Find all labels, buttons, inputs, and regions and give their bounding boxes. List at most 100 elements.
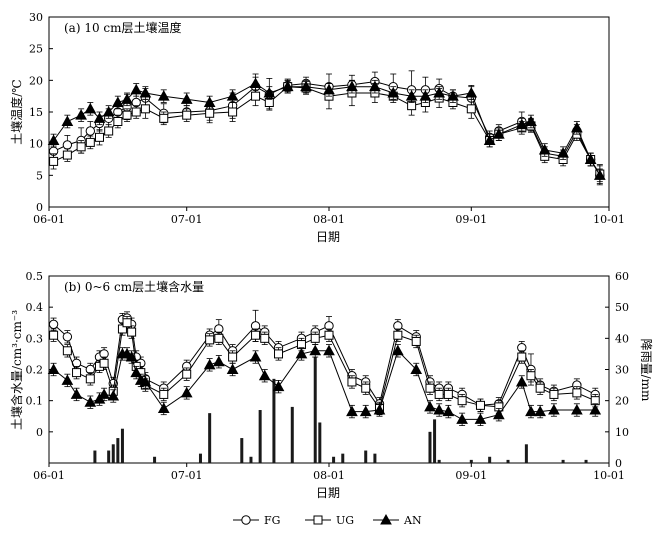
legend-item-fg: FG: [233, 514, 280, 527]
panel-b-point-ug: [99, 358, 109, 368]
panel-b-ytick-label: 0.4: [26, 301, 44, 314]
panel-a-point-an: [538, 143, 551, 155]
panel-a-point-an: [492, 128, 505, 139]
panel-a-point-an: [249, 77, 262, 88]
panel-a-xtick-label: 10-01: [593, 213, 625, 226]
panel-b-point-ug: [228, 352, 238, 362]
panel-b-point-ug: [425, 383, 435, 393]
panel-b-point-an: [125, 351, 138, 362]
panel-b-y2label: 降雨量/mm: [639, 339, 653, 402]
panel-b-ytick-label: 0.5: [26, 270, 44, 283]
panel-b-point-an: [548, 403, 560, 415]
panel-b-point-ug: [251, 330, 261, 340]
panel-b-rain-bar: [153, 456, 157, 463]
panel-a-point-an: [483, 134, 496, 145]
panel-b-y2tick-label: 60: [615, 270, 629, 283]
panel-b-point-an: [474, 413, 487, 424]
panel-b-point-ug: [310, 333, 320, 343]
panel-b-rain-bar: [249, 456, 253, 463]
panel-a-point-an: [75, 109, 87, 120]
panel-b-point-an: [84, 396, 97, 407]
panel-a-point-fg: [62, 140, 73, 150]
panel-b-ytick-label: 0.3: [26, 332, 44, 345]
panel-a-point-ug: [140, 104, 150, 114]
panel-a-point-ug: [159, 113, 169, 123]
panel-a-point-an: [112, 96, 124, 107]
panel-a-point-an: [203, 96, 216, 107]
panel-b-point-an: [515, 375, 528, 387]
panel-b-ylabel: 土壤含水量/cm³·cm⁻³: [9, 310, 24, 430]
panel-b-xlabel: 日期: [316, 486, 340, 500]
panel-b-point-an: [346, 405, 358, 417]
panel-b-rain-bar: [506, 459, 510, 463]
panel-b-point-ug: [443, 389, 453, 399]
panel-a-point-ug: [104, 126, 114, 136]
panel-a-ylabel: 土壤温度/℃: [9, 79, 24, 144]
panel-a-series-an: [47, 76, 606, 183]
panel-b-y2tick-label: 50: [615, 301, 629, 314]
panel-b-point-an: [272, 380, 285, 392]
panel-b-rain-bar: [107, 450, 111, 463]
panel-b-point-ug: [49, 330, 59, 340]
panel-a-point-ug: [251, 91, 261, 101]
panel-a-point-ug: [228, 107, 238, 117]
legend-marker-fg: [241, 515, 251, 525]
legend-label-an: AN: [403, 514, 422, 527]
panel-b-rain-bar: [373, 453, 377, 463]
legend-item-ug: UG: [305, 514, 354, 527]
panel-b-point-an: [107, 389, 120, 401]
panel-a-point-an: [226, 90, 239, 101]
panel-b-point-an: [442, 405, 455, 417]
panel-a-point-ug: [113, 117, 123, 126]
panel-a-point-an: [139, 86, 152, 98]
panel-b-point-ug: [260, 333, 270, 343]
panel-b-point-an: [180, 386, 193, 398]
panel-b-point-ug: [475, 400, 485, 410]
panel-a-point-an: [47, 134, 60, 145]
panel-b-point-ug: [117, 324, 127, 334]
panel-a-point-an: [433, 86, 446, 98]
panel-a-point-ug: [122, 110, 132, 120]
panel-b-rain-bar: [332, 456, 336, 463]
panel-b-point-an: [130, 366, 143, 378]
panel-b-point-ug: [85, 374, 95, 384]
panel-a-point-an: [447, 90, 459, 101]
panel-a-point-an: [346, 80, 358, 92]
panel-b-ytick-label: 0: [36, 426, 43, 439]
panel-b-rain-bar: [93, 450, 97, 463]
panel-a-ytick-label: 0: [36, 201, 43, 214]
panel-b-point-ug: [457, 396, 467, 406]
panel-a-point-an: [102, 105, 115, 117]
panel-a-ytick-label: 20: [29, 74, 43, 87]
panel-a-point-an: [61, 115, 74, 126]
panel-b-rain-bar: [433, 419, 437, 463]
panel-b-point-fg: [48, 319, 59, 330]
panel-a-point-ug: [182, 110, 192, 120]
panel-b-point-an: [492, 408, 505, 420]
panel-b-soil-moisture: (b) 0~6 cm层土壤含水量 土壤含水量/cm³·cm⁻³ 降雨量/mm 日…: [9, 270, 653, 500]
panel-b-point-ug: [526, 371, 536, 381]
panel-b-point-an: [226, 363, 239, 374]
panel-b-point-ug: [535, 383, 545, 393]
panel-a-point-an: [465, 86, 478, 98]
panel-b-point-an: [392, 344, 404, 356]
panel-b-rain-bar: [272, 378, 276, 463]
panel-a-point-fg: [85, 126, 96, 136]
panel-b-rain-bar: [120, 428, 124, 463]
panel-a-point-an: [130, 83, 143, 95]
panel-a-point-ug: [131, 107, 141, 117]
panel-b-point-an: [410, 363, 423, 374]
panel-b-y2tick-label: 10: [615, 426, 629, 439]
panel-a-point-ug: [62, 150, 72, 160]
panel-b-point-ug: [324, 330, 334, 340]
panel-a-point-ug: [76, 142, 86, 152]
panel-b-point-an: [139, 375, 152, 387]
panel-b-point-an: [373, 403, 386, 415]
panel-a-point-ug: [85, 137, 95, 147]
panel-b-point-an: [295, 347, 308, 359]
legend: FG UG AN: [233, 513, 422, 527]
panel-b-point-fg: [62, 332, 73, 342]
panel-b-rain-bar: [428, 431, 432, 463]
panel-b-xtick-label: 08-01: [313, 469, 345, 482]
panel-b-point-ug: [159, 389, 169, 399]
